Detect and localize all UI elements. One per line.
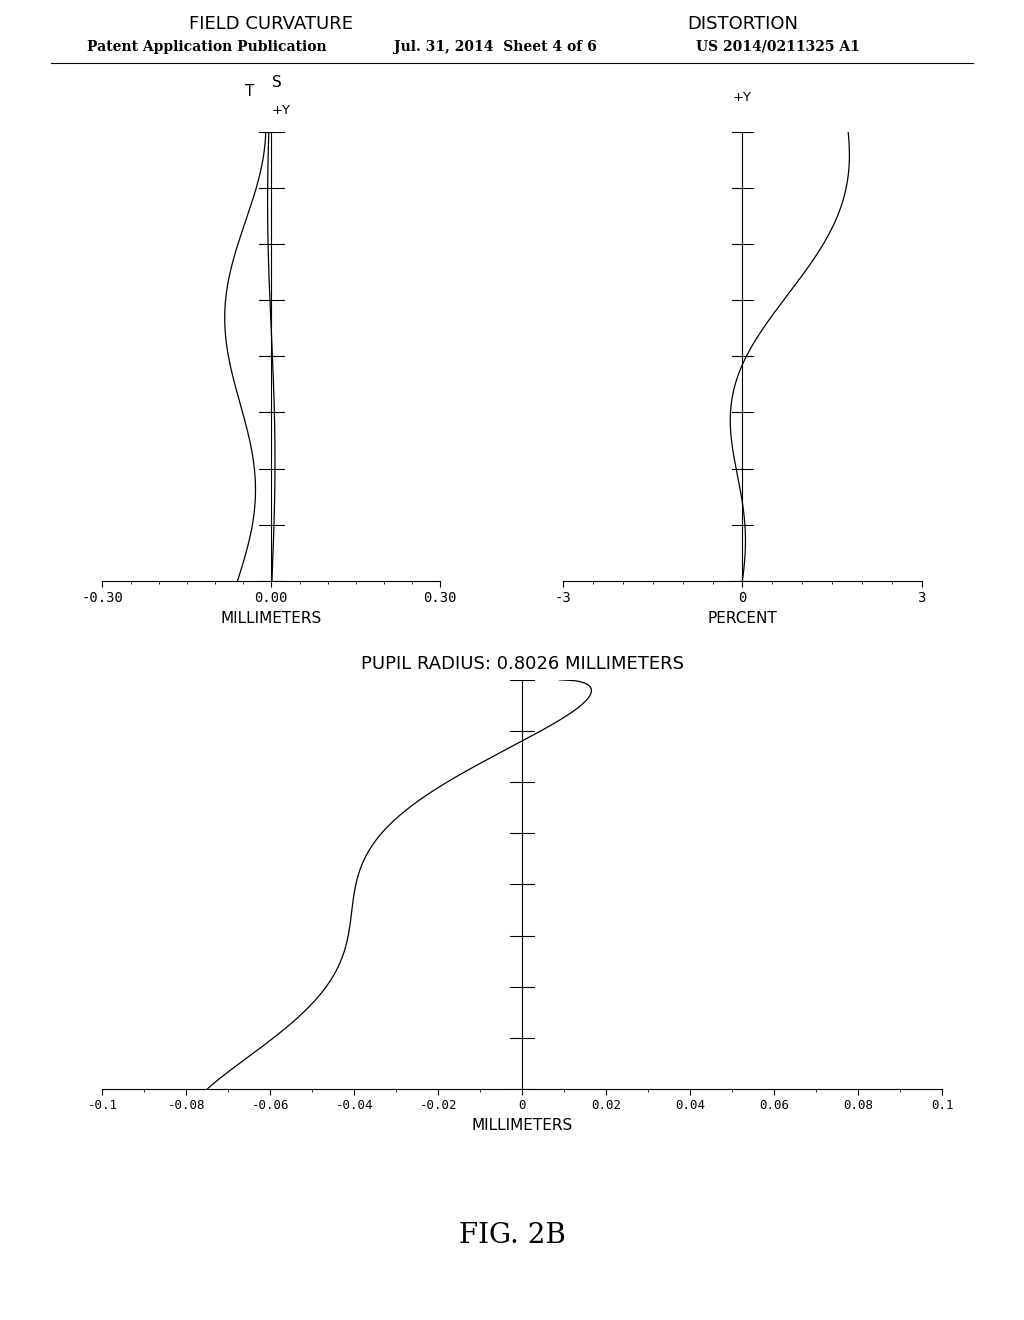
Text: Jul. 31, 2014  Sheet 4 of 6: Jul. 31, 2014 Sheet 4 of 6 (394, 40, 597, 54)
Text: S: S (271, 75, 282, 90)
X-axis label: MILLIMETERS: MILLIMETERS (472, 1118, 572, 1133)
Text: US 2014/0211325 A1: US 2014/0211325 A1 (696, 40, 860, 54)
X-axis label: PERCENT: PERCENT (708, 611, 777, 626)
Text: +Y: +Y (733, 91, 752, 103)
Text: T: T (245, 84, 254, 99)
Text: FIELD CURVATURE: FIELD CURVATURE (189, 16, 353, 33)
Title: PUPIL RADIUS: 0.8026 MILLIMETERS: PUPIL RADIUS: 0.8026 MILLIMETERS (360, 655, 684, 673)
Text: +Y: +Y (272, 104, 291, 117)
Text: DISTORTION: DISTORTION (687, 16, 798, 33)
Text: Patent Application Publication: Patent Application Publication (87, 40, 327, 54)
Text: FIG. 2B: FIG. 2B (459, 1222, 565, 1250)
X-axis label: MILLIMETERS: MILLIMETERS (221, 611, 322, 626)
